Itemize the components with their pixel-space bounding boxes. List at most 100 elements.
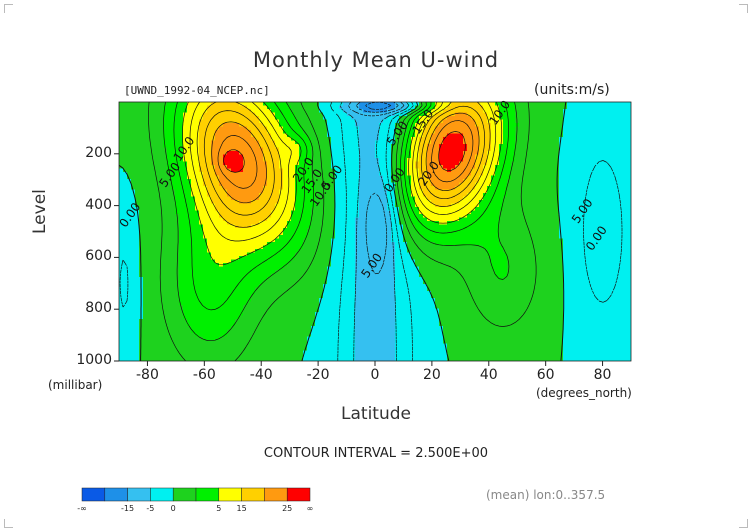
contour-fill-cell: [427, 133, 432, 138]
contour-fill-cell: [555, 224, 560, 229]
contour-fill-cell: [607, 147, 612, 152]
contour-fill-cell: [215, 119, 220, 124]
contour-fill-cell: [519, 102, 524, 107]
contour-fill-cell: [503, 130, 508, 135]
contour-fill-cell: [327, 186, 332, 191]
contour-fill-cell: [155, 123, 160, 128]
contour-fill-cell: [175, 231, 180, 236]
contour-fill-cell: [579, 154, 584, 159]
contour-fill-cell: [263, 151, 268, 156]
contour-fill-cell: [135, 182, 140, 187]
contour-fill-cell: [179, 182, 184, 187]
contour-fill-cell: [287, 231, 292, 236]
contour-fill-cell: [143, 165, 148, 170]
contour-fill-cell: [259, 105, 264, 110]
contour-fill-cell: [507, 151, 512, 156]
contour-fill-cell: [251, 193, 256, 198]
contour-fill-cell: [123, 147, 128, 152]
contour-fill-cell: [543, 147, 548, 152]
contour-fill-cell: [523, 133, 528, 138]
contour-fill-cell: [199, 172, 204, 177]
contour-fill-cell: [535, 105, 540, 110]
contour-fill-cell: [131, 147, 136, 152]
contour-fill-cell: [159, 172, 164, 177]
contour-fill-cell: [567, 210, 572, 215]
contour-fill-cell: [211, 119, 216, 124]
contour-fill-cell: [611, 186, 616, 191]
contour-fill-cell: [207, 126, 212, 131]
contour-fill-cell: [267, 221, 272, 226]
contour-fill-cell: [519, 158, 524, 163]
contour-fill-cell: [343, 207, 348, 212]
contour-fill-cell: [587, 137, 592, 142]
contour-fill-cell: [411, 161, 416, 166]
contour-fill-cell: [619, 105, 624, 110]
contour-fill-cell: [383, 137, 388, 142]
contour-fill-cell: [507, 210, 512, 215]
contour-fill-cell: [123, 200, 128, 205]
contour-fill-cell: [559, 189, 564, 194]
contour-fill-cell: [255, 217, 260, 222]
contour-fill-cell: [411, 130, 416, 135]
contour-fill-cell: [303, 210, 308, 215]
contour-fill-cell: [527, 210, 532, 215]
contour-fill-cell: [459, 200, 464, 205]
contour-fill-cell: [571, 133, 576, 138]
contour-fill-cell: [195, 123, 200, 128]
contour-fill-cell: [403, 186, 408, 191]
contour-fill-cell: [503, 161, 508, 166]
contour-fill-cell: [211, 172, 216, 177]
contour-fill-cell: [347, 200, 352, 205]
contour-fill-cell: [315, 147, 320, 152]
contour-fill-cell: [211, 214, 216, 219]
contour-fill-cell: [595, 158, 600, 163]
contour-fill-cell: [599, 158, 604, 163]
contour-fill-cell: [555, 231, 560, 236]
contour-fill-cell: [351, 235, 356, 240]
contour-fill-cell: [455, 154, 460, 159]
contour-fill-cell: [355, 140, 360, 145]
contour-fill-cell: [291, 123, 296, 128]
contour-fill-cell: [623, 231, 628, 236]
contour-fill-cell: [271, 210, 276, 215]
contour-fill-cell: [363, 235, 368, 240]
contour-fill-cell: [283, 214, 288, 219]
contour-fill-cell: [495, 151, 500, 156]
contour-fill-cell: [627, 133, 631, 138]
contour-fill-cell: [307, 151, 312, 156]
contour-fill-cell: [511, 151, 516, 156]
contour-fill-cell: [547, 133, 552, 138]
contour-fill-cell: [515, 105, 520, 110]
contour-fill-cell: [371, 158, 376, 163]
contour-fill-cell: [143, 130, 148, 135]
contour-fill-cell: [615, 168, 620, 173]
contour-fill-cell: [207, 144, 212, 149]
contour-fill-cell: [587, 126, 592, 131]
contour-fill-cell: [215, 179, 220, 184]
contour-fill-cell: [227, 186, 232, 191]
contour-fill-cell: [295, 189, 300, 194]
contour-fill-cell: [507, 105, 512, 110]
contour-fill-cell: [167, 179, 172, 184]
contour-fill-cell: [391, 193, 396, 198]
contour-fill-cell: [507, 109, 512, 114]
contour-fill-cell: [587, 133, 592, 138]
contour-fill-cell: [363, 186, 368, 191]
contour-fill-cell: [239, 210, 244, 215]
contour-fill-cell: [511, 140, 516, 145]
contour-fill-cell: [611, 221, 616, 226]
contour-fill-cell: [495, 189, 500, 194]
contour-fill-cell: [423, 231, 428, 236]
contour-fill-cell: [155, 119, 160, 124]
contour-fill-cell: [299, 172, 304, 177]
contour-fill-cell: [363, 228, 368, 233]
contour-fill-cell: [287, 112, 292, 117]
contour-fill-cell: [131, 119, 136, 124]
contour-fill-cell: [155, 165, 160, 170]
contour-fill-cell: [219, 133, 224, 138]
contour-fill-cell: [531, 137, 536, 142]
contour-fill-cell: [151, 172, 156, 177]
contour-fill-cell: [119, 105, 124, 110]
contour-fill-cell: [491, 175, 496, 180]
contour-fill-cell: [335, 165, 340, 170]
